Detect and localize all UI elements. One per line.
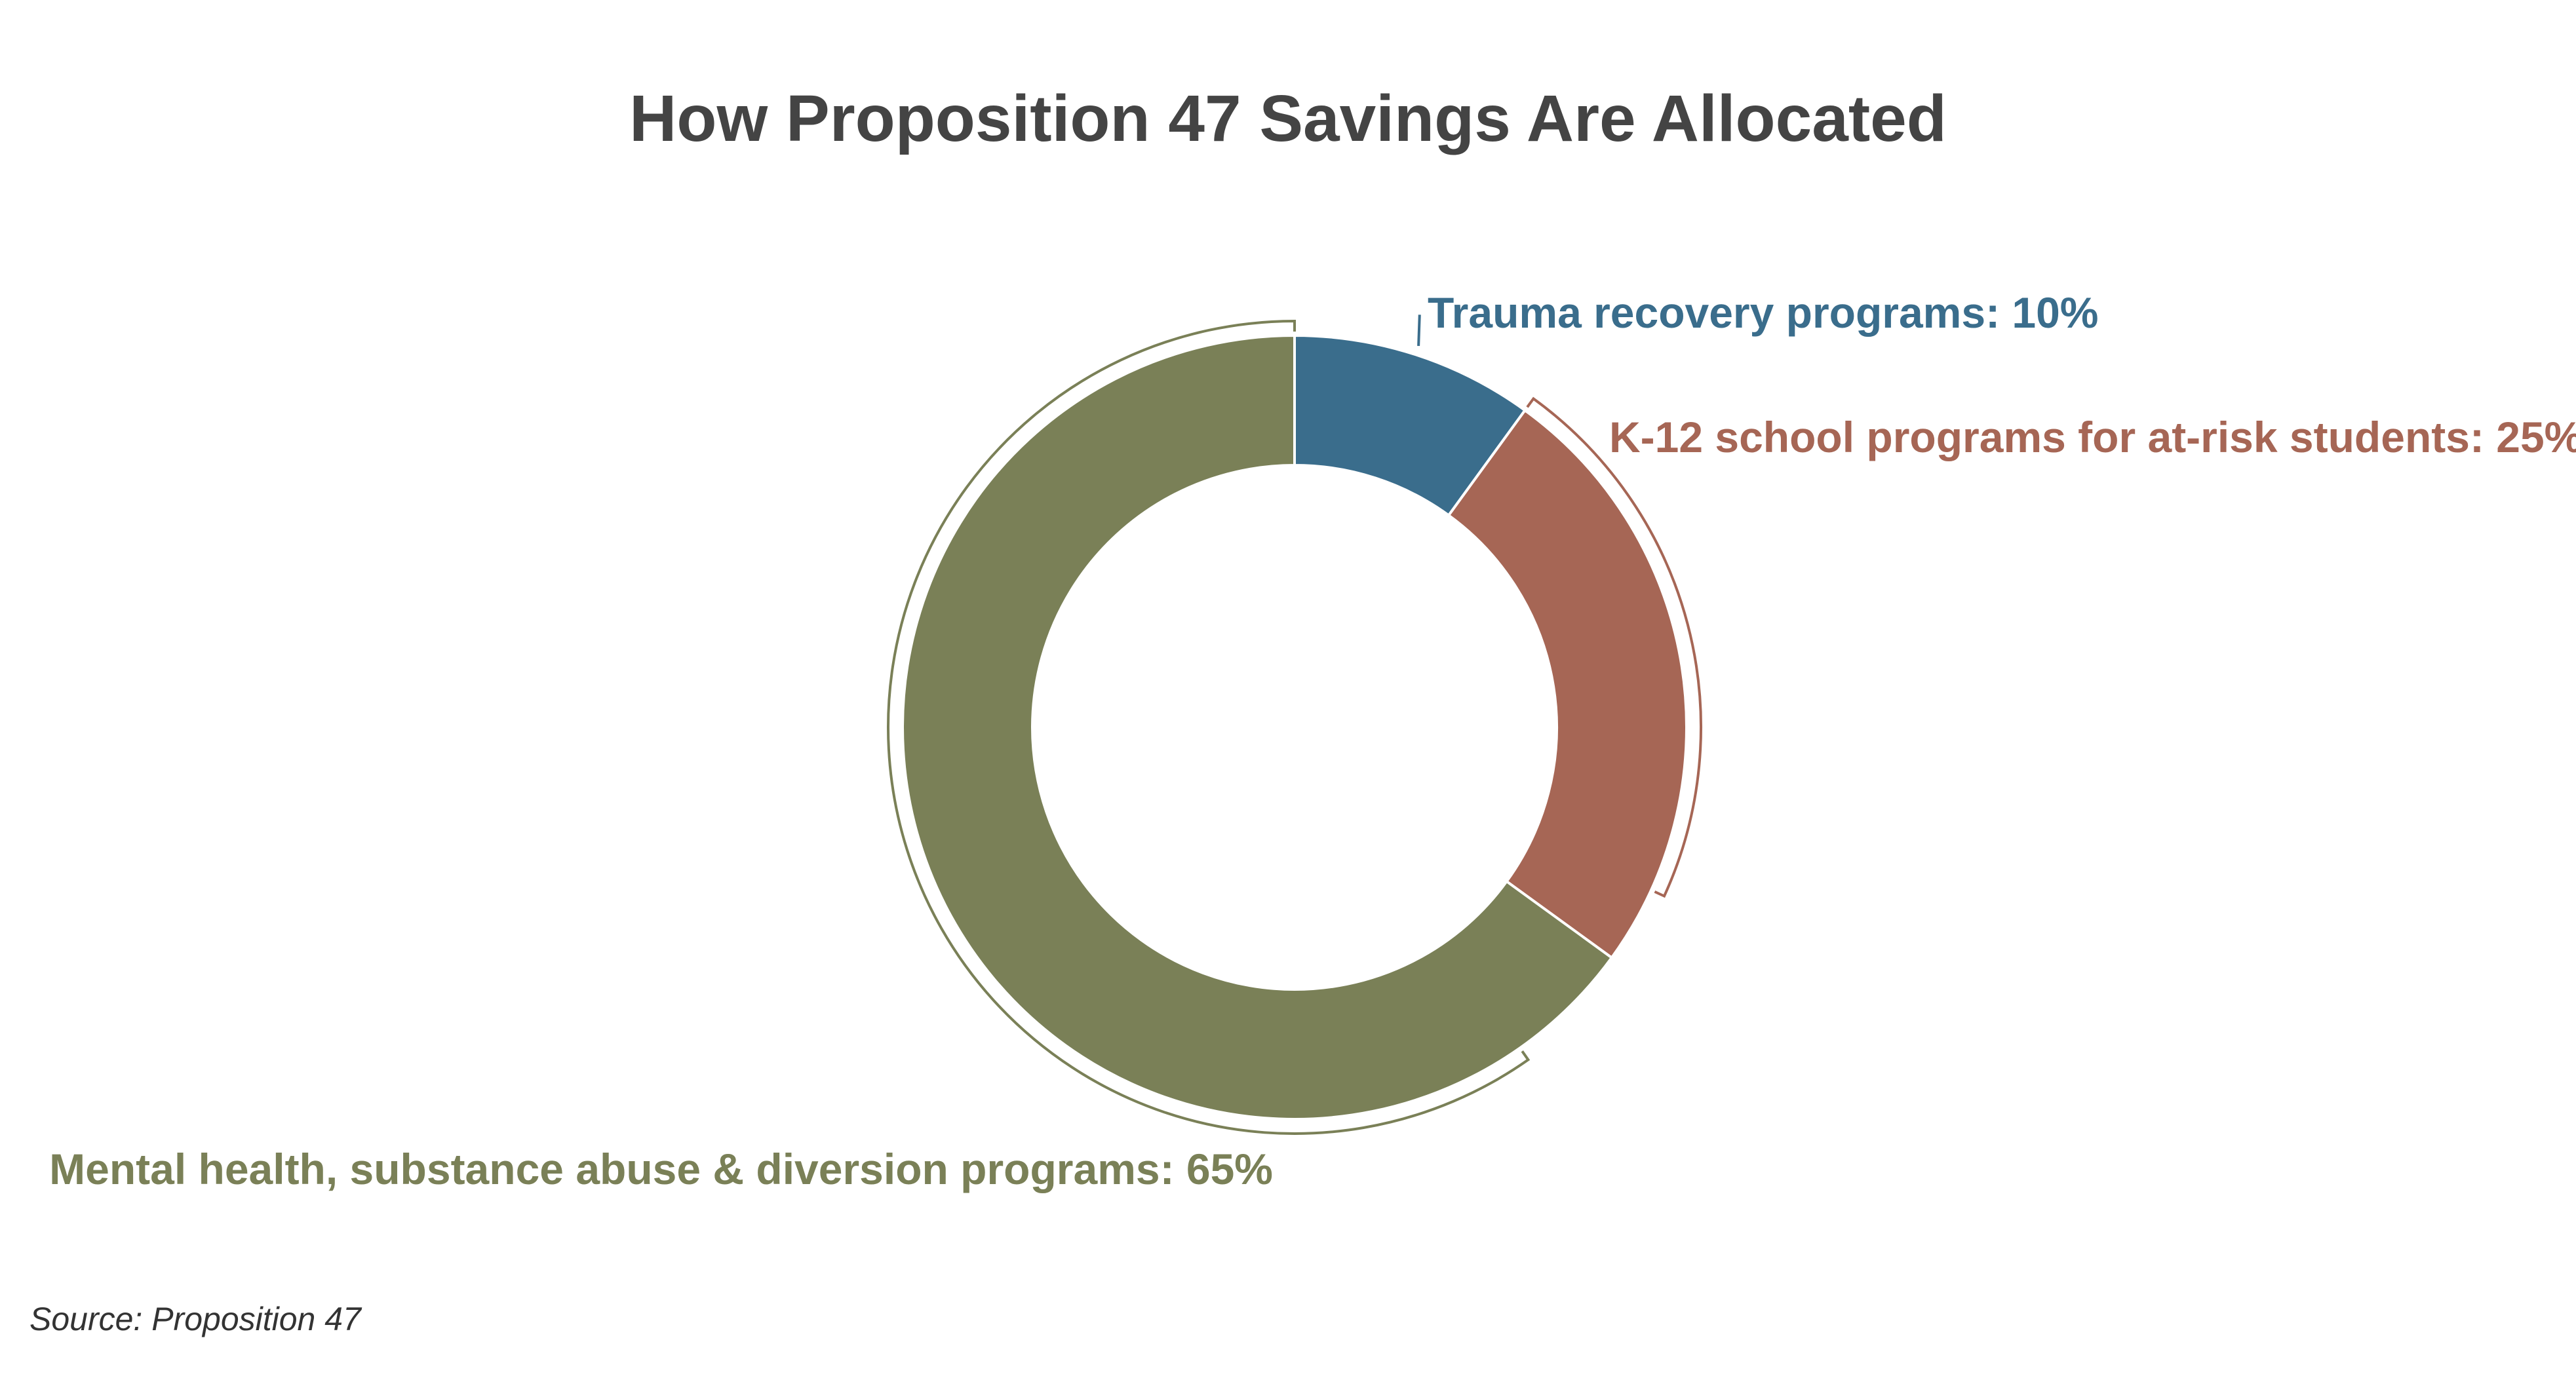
- slice-mental-health-substance-abuse-diversion-programs: [901, 334, 1614, 1121]
- slice-label-mental-health: Mental health, substance abuse & diversi…: [49, 1145, 1273, 1193]
- slice-k-12-school-programs-for-at-risk-students: [1447, 408, 1688, 960]
- leader-trauma-recovery-programs: [1417, 315, 1421, 347]
- source-note: Source: Proposition 47: [29, 1301, 362, 1337]
- leader-mental-health-substance-abuse-diversion-programs: [887, 319, 1531, 1135]
- donut-slices: [901, 334, 1688, 1121]
- label-leaders: [887, 315, 1702, 1135]
- slice-label-trauma-recovery: Trauma recovery programs: 10%: [1428, 288, 2098, 337]
- leader-k-12-school-programs-for-at-risk-students: [1526, 396, 1702, 898]
- slice-label-k12-school-programs: K-12 school programs for at-risk student…: [1609, 413, 2576, 461]
- chart-title: How Proposition 47 Savings Are Allocated: [629, 82, 1947, 155]
